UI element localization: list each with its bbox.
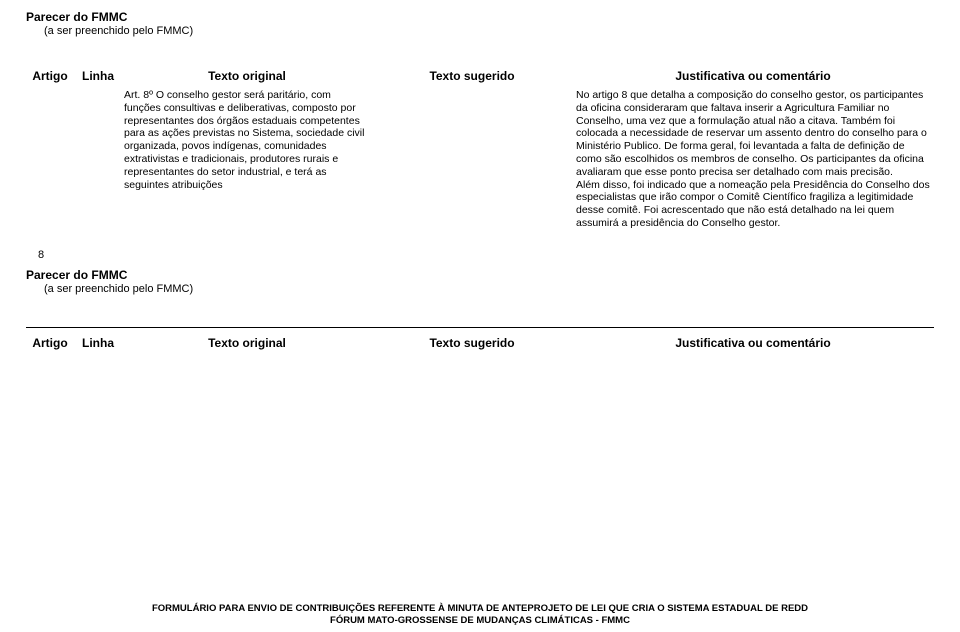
table-row: 8 Art. 8º O conselho gestor será paritár… [26, 89, 934, 262]
cell-texto-original: Art. 8º O conselho gestor será paritário… [122, 89, 372, 262]
col-header-texto-original: Texto original [122, 69, 372, 83]
page-footer: FORMULÁRIO PARA ENVIO DE CONTRIBUIÇÕES R… [0, 603, 960, 626]
col-header-linha-2: Linha [74, 336, 122, 350]
parecer-top: Parecer do FMMC (a ser preenchido pelo F… [26, 10, 934, 37]
parecer-sub-2: (a ser preenchido pelo FMMC) [26, 283, 934, 295]
col-header-texto-original-2: Texto original [122, 336, 372, 350]
cell-artigo: 8 [26, 89, 74, 262]
parecer-title: Parecer do FMMC [26, 10, 934, 24]
table-header-row-1: Artigo Linha Texto original Texto sugeri… [26, 69, 934, 83]
footer-line-2: FÓRUM MATO-GROSSENSE DE MUDANÇAS CLIMÁTI… [0, 615, 960, 626]
parecer-middle: Parecer do FMMC (a ser preenchido pelo F… [26, 268, 934, 295]
col-header-justificativa-2: Justificativa ou comentário [572, 336, 934, 350]
col-header-texto-sugerido: Texto sugerido [372, 69, 572, 83]
col-header-linha: Linha [74, 69, 122, 83]
col-header-texto-sugerido-2: Texto sugerido [372, 336, 572, 350]
cell-linha [74, 89, 122, 262]
section-divider [26, 327, 934, 328]
cell-texto-sugerido [372, 89, 572, 262]
parecer-sub: (a ser preenchido pelo FMMC) [26, 25, 934, 37]
footer-line-1: FORMULÁRIO PARA ENVIO DE CONTRIBUIÇÕES R… [0, 603, 960, 614]
col-header-justificativa: Justificativa ou comentário [572, 69, 934, 83]
col-header-artigo: Artigo [26, 69, 74, 83]
col-header-artigo-2: Artigo [26, 336, 74, 350]
table-header-row-2: Artigo Linha Texto original Texto sugeri… [26, 336, 934, 350]
cell-justificativa: No artigo 8 que detalha a composição do … [572, 89, 934, 262]
parecer-title-2: Parecer do FMMC [26, 268, 934, 282]
